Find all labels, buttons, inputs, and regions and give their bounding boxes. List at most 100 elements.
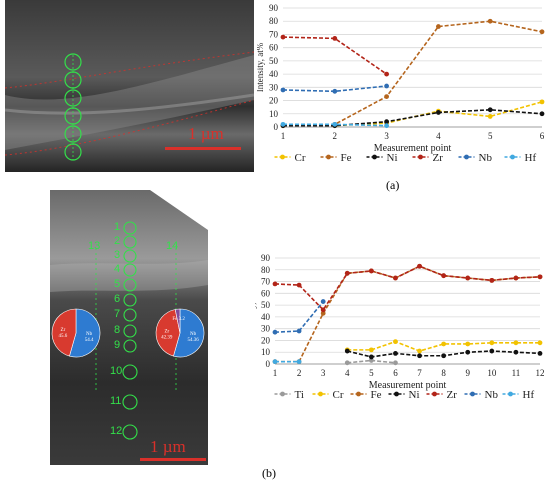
y-tick-label: 40	[261, 312, 271, 322]
legend-label: Fe	[341, 152, 352, 164]
data-point-hf	[384, 123, 389, 129]
data-point-cr	[513, 340, 519, 346]
series-line-cr	[347, 340, 540, 352]
pie-slice-nb	[173, 308, 205, 358]
point-label: 11	[110, 395, 122, 407]
legend-label: Fe	[371, 389, 382, 401]
series-line-zr	[274, 265, 541, 312]
micrograph-a: 1 µm	[5, 0, 254, 172]
legend-swatch-marker	[510, 154, 515, 160]
x-tick-label: 1	[281, 131, 286, 141]
point-label: 8	[114, 324, 121, 336]
legend-label: Ni	[409, 389, 420, 401]
x-tick-label: 8	[441, 368, 446, 378]
data-point-ti	[393, 360, 398, 366]
pie-slice-nb	[69, 308, 101, 358]
data-point-hf	[296, 359, 302, 365]
panel-label-b: (b)	[262, 466, 276, 480]
legend-swatch-marker	[508, 391, 513, 397]
data-point-zr	[368, 268, 374, 274]
data-point-fe	[384, 94, 389, 99]
y-tick-label: 30	[269, 82, 279, 92]
legend-swatch-marker	[326, 154, 331, 160]
x-tick-label: 11	[512, 368, 521, 378]
y-tick-label: 60	[269, 43, 279, 53]
legend-swatch-marker	[280, 154, 285, 160]
data-point-nb	[384, 83, 389, 89]
legend-label: Hf	[525, 152, 537, 164]
data-point-zr	[465, 275, 471, 281]
pie-slice-zr	[51, 308, 77, 357]
x-axis-label: Measurement point	[369, 380, 447, 391]
data-point-nb	[296, 328, 302, 334]
pie-slice-zr	[155, 309, 181, 357]
y-tick-label: 0	[274, 122, 279, 132]
x-tick-label: 4	[345, 368, 350, 378]
pie-slice-label: Zr	[164, 330, 169, 335]
data-point-ni	[489, 348, 495, 354]
scale-bar-b	[140, 458, 206, 461]
data-point-ni	[487, 107, 493, 113]
data-point-zr	[441, 273, 447, 279]
legend-label: Nb	[479, 152, 493, 164]
legend-swatch-marker	[464, 154, 469, 160]
data-point-zr	[393, 275, 398, 281]
data-point-hf	[280, 121, 286, 127]
pie-slice-label: 54.4	[85, 338, 94, 343]
x-tick-label: 2	[333, 131, 338, 141]
data-point-nb	[320, 299, 326, 304]
data-point-fe	[320, 310, 326, 316]
point-label: 7	[114, 308, 121, 320]
scale-label-a: 1 µm	[188, 124, 224, 143]
x-tick-label: 5	[488, 131, 493, 141]
legend-swatch-marker	[394, 391, 399, 397]
data-point-fe	[436, 24, 441, 29]
data-point-zr	[272, 281, 278, 287]
data-point-ti	[368, 358, 374, 363]
chart-a: 0 10 20 30 40 50 60 70 80 90 1 2 3 4 5 6 Measurement poi…	[257, 3, 545, 164]
y-tick-label: 70	[261, 277, 271, 287]
data-point-ti	[344, 360, 350, 366]
data-point-ni	[384, 119, 389, 125]
legend-label: Zr	[433, 152, 444, 164]
data-point-zr	[332, 36, 338, 41]
legend-swatch-marker	[432, 391, 437, 397]
data-point-ni	[537, 351, 543, 356]
pie-slice-fe	[174, 308, 181, 334]
x-tick-label: 7	[417, 368, 422, 378]
y-tick-label: 50	[269, 56, 279, 66]
data-point-ni	[441, 353, 447, 359]
data-point-cr	[393, 339, 398, 345]
pie-slice-label: 54.36	[187, 338, 199, 343]
y-tick-label: 90	[269, 3, 279, 13]
legend-label: Ni	[387, 152, 398, 164]
y-tick-label: 80	[269, 16, 279, 26]
x-tick-label: 10	[487, 368, 497, 378]
y-tick-label: 80	[261, 265, 271, 275]
x-tick-label: 2	[297, 368, 302, 378]
pie-slice-label: Nb	[190, 332, 197, 337]
data-point-zr	[344, 270, 350, 276]
pie-slice-label: 42.39	[161, 336, 173, 341]
data-point-ni	[513, 349, 519, 355]
legend-label: Cr	[333, 389, 344, 401]
point-label: 2	[114, 235, 121, 247]
data-point-hf	[332, 121, 338, 127]
y-tick-label: 90	[261, 253, 271, 263]
y-tick-label: 30	[261, 324, 271, 334]
data-point-cr	[368, 347, 374, 353]
data-point-zr	[296, 282, 302, 288]
data-point-nb	[280, 87, 286, 93]
data-point-fe	[487, 18, 493, 24]
point-label: 3	[114, 249, 121, 261]
data-point-nb	[272, 329, 278, 335]
x-tick-label: 3	[384, 131, 389, 141]
data-point-zr	[513, 275, 519, 281]
x-tick-label: 4	[436, 131, 441, 141]
data-point-zr	[384, 71, 389, 77]
data-point-cr	[487, 114, 493, 119]
x-tick-label: 6	[393, 368, 398, 378]
